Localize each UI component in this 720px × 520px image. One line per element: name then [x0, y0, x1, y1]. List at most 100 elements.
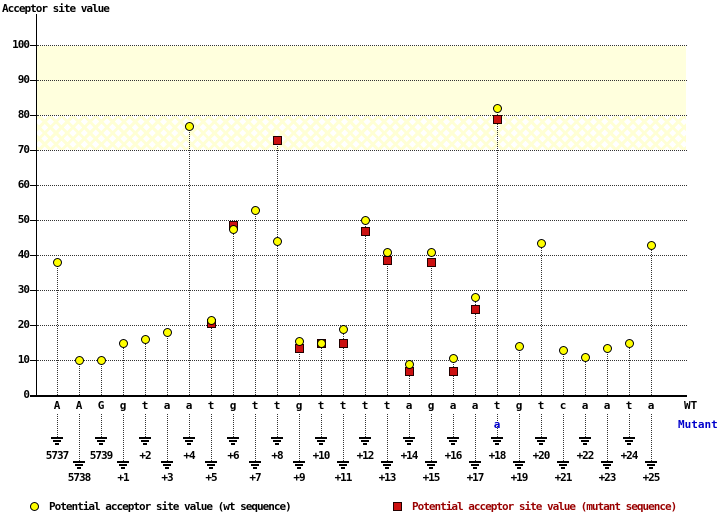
mutant-marker — [273, 136, 282, 145]
sequence-letter: t — [273, 399, 281, 412]
hatched-band — [37, 116, 686, 150]
mutant-marker — [339, 339, 348, 348]
y-tick-mark — [30, 290, 37, 291]
wt-marker — [185, 122, 194, 131]
drop-line — [233, 225, 234, 395]
mutant-row-label: Mutant — [678, 418, 718, 431]
position-stem — [651, 414, 652, 461]
y-gridline — [37, 185, 687, 186]
mutant-marker — [427, 258, 436, 267]
wt-marker — [295, 337, 304, 346]
y-tick-mark — [30, 255, 37, 256]
sequence-letter: a — [163, 399, 171, 412]
wt-marker — [207, 316, 216, 325]
position-stem — [189, 414, 190, 437]
sequence-letter: t — [361, 399, 369, 412]
position-label: +9 — [293, 471, 305, 484]
y-gridline — [37, 150, 687, 151]
position-stem — [453, 414, 454, 437]
ground-icon — [513, 461, 525, 470]
y-axis-line — [36, 14, 37, 396]
drop-line — [475, 297, 476, 395]
position-stem — [57, 414, 58, 437]
position-stem — [409, 414, 410, 437]
y-tick-label: 30 — [17, 283, 30, 296]
mutant-marker — [383, 256, 392, 265]
wt-marker — [427, 248, 436, 257]
sequence-letter: t — [493, 399, 501, 412]
position-stem — [563, 414, 564, 461]
ground-icon — [51, 437, 63, 446]
position-label: +23 — [598, 471, 617, 484]
sequence-letter: G — [97, 399, 105, 412]
sequence-letter: a — [603, 399, 611, 412]
wt-marker — [97, 356, 106, 365]
ground-icon — [139, 437, 151, 446]
position-label: +20 — [532, 449, 551, 462]
position-label: 5737 — [45, 449, 70, 462]
legend-mutant-label: Potential acceptor site value (mutant se… — [412, 500, 677, 513]
position-label: +12 — [356, 449, 375, 462]
wt-marker — [119, 339, 128, 348]
position-stem — [387, 414, 388, 461]
sequence-letter: g — [119, 399, 127, 412]
sequence-letter: a — [581, 399, 589, 412]
wt-marker — [53, 258, 62, 267]
drop-line — [255, 210, 256, 395]
position-label: 5739 — [89, 449, 114, 462]
chart-title: Acceptor site value — [2, 2, 110, 15]
sequence-letter: t — [251, 399, 259, 412]
ground-icon — [293, 461, 305, 470]
position-label: +21 — [554, 471, 573, 484]
position-stem — [607, 414, 608, 461]
position-label: +4 — [183, 449, 195, 462]
x-axis-line — [30, 395, 687, 397]
drop-line — [431, 252, 432, 395]
position-stem — [585, 414, 586, 437]
ground-icon — [73, 461, 85, 470]
position-stem — [519, 414, 520, 461]
drop-line — [79, 360, 80, 395]
drop-line — [343, 329, 344, 395]
position-stem — [211, 414, 212, 461]
y-tick-label: 80 — [17, 108, 30, 121]
drop-line — [519, 346, 520, 395]
drop-line — [409, 364, 410, 395]
drop-line — [541, 243, 542, 395]
sequence-letter: A — [75, 399, 83, 412]
drop-line — [629, 343, 630, 395]
sequence-letter: g — [427, 399, 435, 412]
wt-marker — [647, 241, 656, 250]
wt-marker — [493, 104, 502, 113]
wt-row-label: WT — [684, 399, 698, 412]
legend-item-mutant: Potential acceptor site value (mutant se… — [393, 500, 677, 514]
y-gridline — [37, 45, 687, 46]
sequence-letter: t — [383, 399, 391, 412]
drop-line — [101, 360, 102, 395]
drop-line — [453, 358, 454, 395]
position-label: +15 — [422, 471, 441, 484]
wt-marker — [383, 248, 392, 257]
wt-marker — [251, 206, 260, 215]
position-label: +17 — [466, 471, 485, 484]
mutant-marker — [361, 227, 370, 236]
y-tick-mark — [30, 220, 37, 221]
wt-circle-icon — [30, 501, 39, 511]
drop-line — [57, 262, 58, 395]
y-tick-label: 0 — [23, 388, 30, 401]
drop-line — [585, 357, 586, 395]
position-stem — [343, 414, 344, 461]
position-stem — [233, 414, 234, 437]
wt-marker — [515, 342, 524, 351]
wt-marker — [141, 335, 150, 344]
sequence-letter: a — [405, 399, 413, 412]
y-tick-label: 50 — [17, 213, 30, 226]
sequence-letter: g — [515, 399, 523, 412]
mutant-base-letter: a — [493, 418, 501, 431]
drop-line — [497, 108, 498, 395]
y-tick-label: 10 — [17, 353, 30, 366]
y-tick-label: 70 — [17, 143, 30, 156]
position-stem — [79, 414, 80, 461]
wt-marker — [339, 325, 348, 334]
